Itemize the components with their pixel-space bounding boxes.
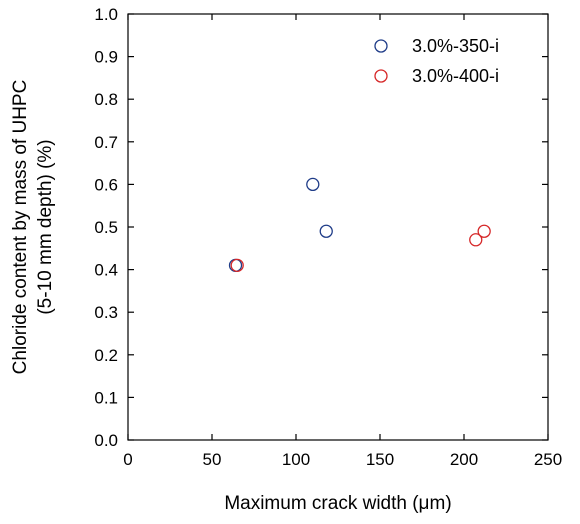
legend-marker (374, 39, 388, 53)
y-axis-title-line-2: (5-10 mm depth) (%) (35, 139, 56, 314)
x-tick-label: 200 (450, 450, 478, 469)
data-point-series-2 (230, 258, 244, 272)
y-tick-label: 0.8 (94, 90, 118, 109)
y-axis-title-line-1: Chloride content by mass of UHPC (10, 80, 31, 375)
legend-label: 3.0%-400-i (412, 66, 499, 86)
legend-marker (374, 69, 388, 83)
y-tick-label: 0.9 (94, 48, 118, 67)
x-tick-label: 250 (534, 450, 562, 469)
data-point-series-1 (319, 224, 333, 238)
y-tick-label: 0.5 (94, 218, 118, 237)
x-tick-label: 150 (366, 450, 394, 469)
data-point-series-2 (469, 233, 483, 247)
x-tick-label: 0 (123, 450, 132, 469)
data-point-series-2 (477, 224, 491, 238)
y-tick-label: 0.0 (94, 431, 118, 450)
y-tick-label: 0.7 (94, 133, 118, 152)
y-tick-label: 0.1 (94, 388, 118, 407)
y-tick-label: 0.4 (94, 261, 118, 280)
axes: 0 50 100 150 200 250 0.0 0.1 0.2 0.3 0.4 0.5 0.6 0.7 0… (94, 5, 562, 469)
y-axis-title: Chloride content by mass of UHPC (5-10 m… (10, 80, 56, 375)
x-axis-title: Maximum crack width (μm) (224, 493, 451, 514)
legend-label: 3.0%-350-i (412, 36, 499, 56)
data-point-series-1 (306, 177, 320, 192)
y-tick-label: 0.6 (94, 175, 118, 194)
y-tick-label: 0.3 (94, 303, 118, 322)
x-tick-label: 50 (203, 450, 222, 469)
data-points (228, 177, 491, 272)
y-tick-label: 0.2 (94, 346, 118, 365)
y-tick-label: 1.0 (94, 5, 118, 24)
x-tick-label: 100 (282, 450, 310, 469)
legend: 3.0%-350-i 3.0%-400-i (374, 36, 499, 86)
